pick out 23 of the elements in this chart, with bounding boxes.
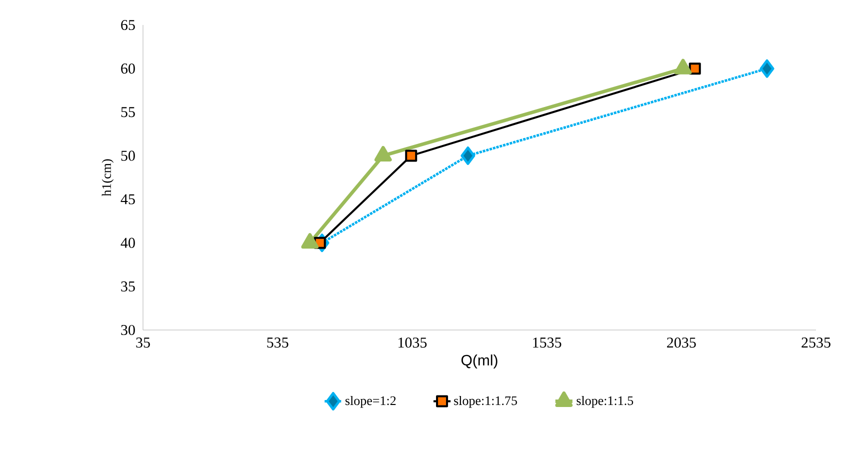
x-tick-label: 1035 (398, 338, 427, 348)
legend-label: slope:1:1.5 (576, 396, 634, 408)
point (688, 62, 701, 75)
x-tick-label: 35 (136, 338, 150, 348)
x-tick-label: 535 (267, 338, 288, 348)
y-axis-title: h1(cm) (102, 159, 114, 196)
x-tick-label: 2035 (667, 338, 696, 348)
y-tick-label: 35 (121, 281, 135, 292)
legend-label: slope=1:2 (346, 396, 396, 408)
x-tick-label: 1535 (533, 338, 562, 348)
point (405, 150, 418, 162)
y-tick-label: 50 (121, 150, 135, 161)
y-tick-label: 45 (120, 194, 135, 204)
y-tick-label: 60 (121, 64, 135, 74)
y-tick-label: 55 (121, 107, 135, 118)
y-tick-label: 40 (120, 238, 135, 248)
y-tick-label: 30 (121, 324, 135, 336)
x-axis-title: Q(ml) (461, 354, 498, 368)
point (460, 146, 476, 165)
point (760, 59, 774, 78)
y-tick-label: 65 (121, 20, 135, 30)
legend-label: slope:1:1.75 (454, 396, 517, 408)
x-tick-label: 2535 (802, 338, 830, 348)
